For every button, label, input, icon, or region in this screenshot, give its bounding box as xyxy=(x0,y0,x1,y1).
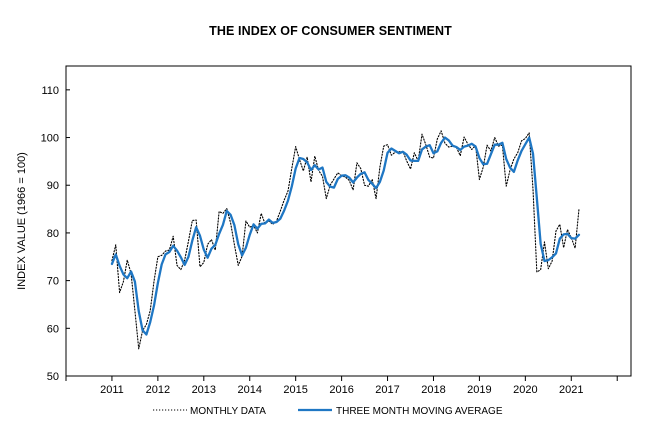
x-tick-label: 2016 xyxy=(329,384,353,396)
x-axis: 2011 2012 2013 2014 2015 2016 2017 2018 2019 2020… xyxy=(65,376,618,396)
y-tick-label: 70 xyxy=(47,276,59,288)
y-axis: 50 60 70 80 90 100 110 xyxy=(41,85,70,383)
x-tick-label: 2015 xyxy=(283,384,307,396)
x-tick-label: 2011 xyxy=(100,384,124,396)
moving-average-line xyxy=(110,136,581,336)
monthly-data-line xyxy=(111,130,580,350)
y-tick-label: 80 xyxy=(47,228,59,240)
y-tick-label: 50 xyxy=(47,371,59,383)
legend-label-moving-average: THREE MONTH MOVING AVERAGE xyxy=(336,406,503,417)
y-axis-label: INDEX VALUE (1966 = 100) xyxy=(16,152,28,290)
x-tick-label: 2020 xyxy=(513,384,537,396)
x-tick-label: 2019 xyxy=(467,384,491,396)
y-tick-label: 60 xyxy=(47,323,59,335)
x-tick-label: 2012 xyxy=(146,384,170,396)
y-tick-label: 100 xyxy=(41,133,59,145)
series-layer xyxy=(110,130,581,350)
x-tick-label: 2013 xyxy=(192,384,216,396)
legend-label-monthly: MONTHLY DATA xyxy=(190,406,266,417)
y-tick-label: 90 xyxy=(47,180,59,192)
chart-title: THE INDEX OF CONSUMER SENTIMENT xyxy=(209,24,452,38)
plot-area-frame xyxy=(65,65,632,377)
x-tick-label: 2017 xyxy=(375,384,399,396)
x-tick-label: 2014 xyxy=(237,384,261,396)
x-tick-label: 2018 xyxy=(421,384,445,396)
y-tick-label: 110 xyxy=(41,85,59,97)
legend: MONTHLY DATA THREE MONTH MOVING AVERAGE xyxy=(153,406,503,417)
x-tick-label: 2021 xyxy=(559,384,583,396)
